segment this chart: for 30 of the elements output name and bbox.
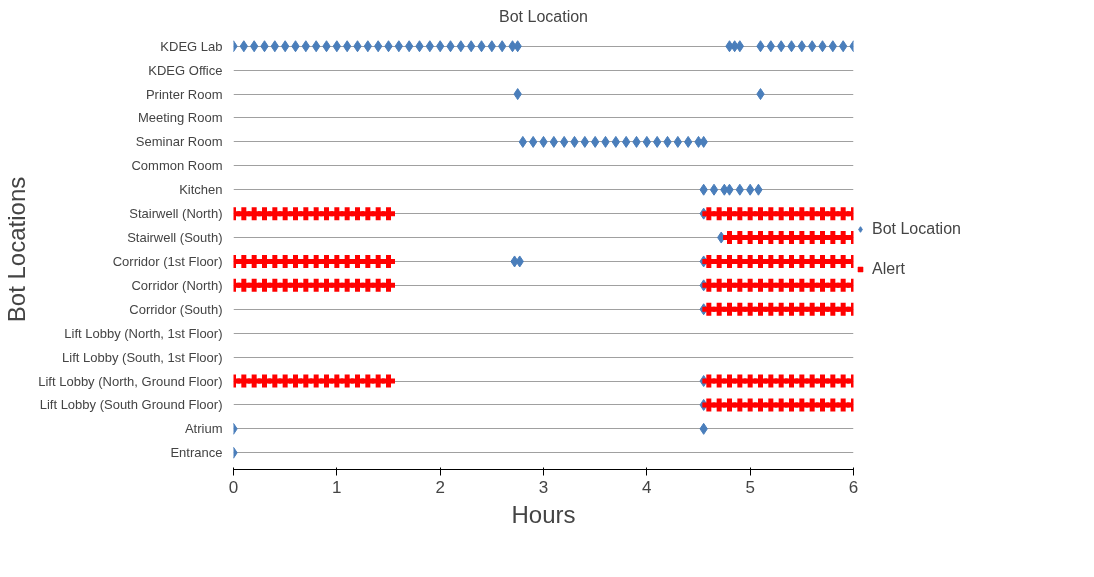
y-tick-label: Lift Lobby (North, 1st Floor) (64, 325, 223, 341)
y-tick-label: Stairwell (North) (129, 206, 223, 222)
y-tick-label: Kitchen (179, 182, 223, 198)
y-axis-title: Bot Locations (3, 176, 31, 323)
y-tick-label: Corridor (1st Floor) (112, 253, 223, 269)
x-tick-label: 0 (228, 477, 239, 497)
y-tick-label: Seminar Room (135, 134, 223, 150)
y-tick-label: Lift Lobby (South Ground Floor) (39, 397, 223, 413)
y-tick-label: Common Room (131, 158, 223, 174)
x-tick-label: 2 (435, 477, 445, 497)
y-tick-label: Corridor (North) (131, 277, 223, 293)
y-tick-label: Lift Lobby (North, Ground Floor) (38, 373, 223, 389)
x-axis-title: Hours (511, 500, 576, 528)
y-tick-label: Entrance (170, 445, 223, 461)
x-tick-label: 4 (642, 477, 652, 497)
x-tick-label: 6 (848, 477, 859, 497)
y-tick-label: Lift Lobby (South, 1st Floor) (62, 349, 223, 365)
chart-title: Bot Location (499, 7, 588, 25)
y-tick-label: Printer Room (145, 86, 223, 102)
y-tick-label: Meeting Room (137, 110, 223, 126)
y-tick-label: Stairwell (South) (127, 230, 223, 246)
x-tick-label: 1 (332, 477, 342, 497)
legend-label: Bot Location (872, 220, 961, 238)
y-tick-label: Corridor (South) (129, 301, 223, 317)
y-tick-label: KDEG Office (148, 62, 223, 78)
legend-label: Alert (872, 260, 906, 278)
x-tick-label: 3 (538, 477, 549, 497)
y-tick-label: Atrium (184, 421, 223, 437)
x-tick-label: 5 (745, 477, 755, 497)
y-tick-label: KDEG Lab (160, 38, 223, 54)
